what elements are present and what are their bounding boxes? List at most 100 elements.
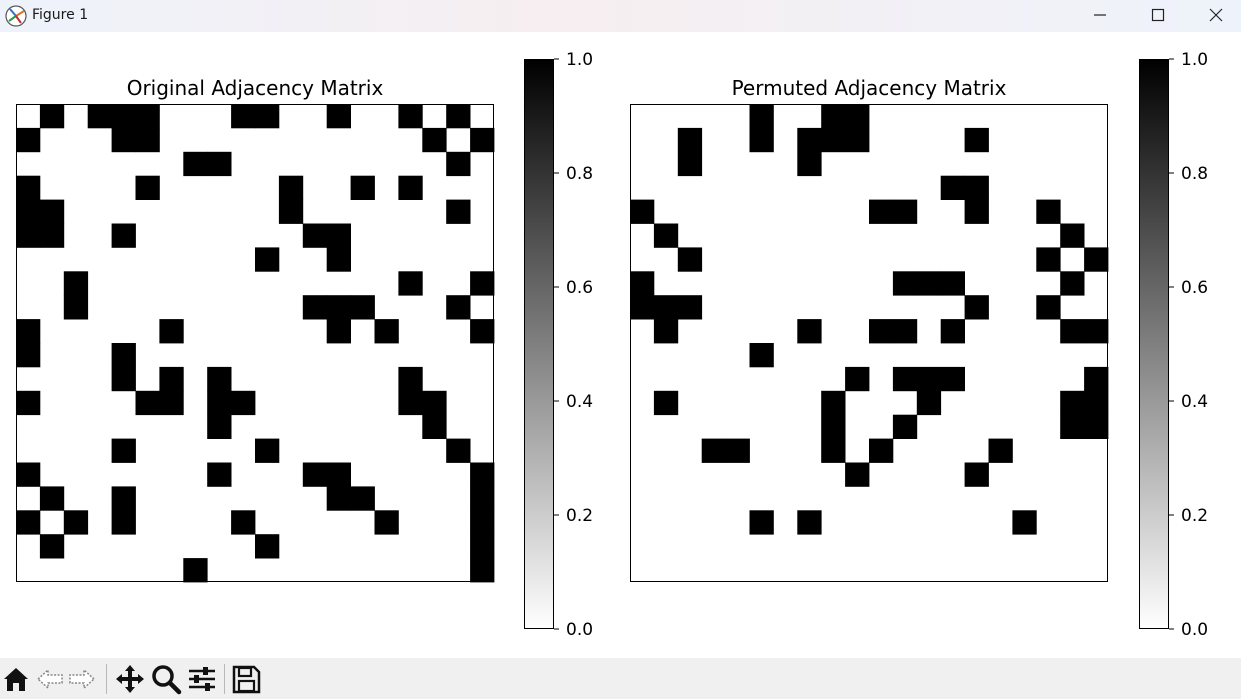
permuted-matrix-plot: Permuted Adjacency Matrix 0.0 0.2 0.4 0.6 0.8… bbox=[630, 50, 1208, 640]
matrix-cell bbox=[677, 247, 703, 272]
matrix-cell bbox=[135, 127, 160, 153]
matrix-cell bbox=[869, 438, 894, 463]
matrix-cell bbox=[16, 319, 41, 344]
matrix-cell bbox=[111, 223, 136, 248]
matrix-cell bbox=[630, 199, 655, 224]
matrix-cell bbox=[1036, 295, 1061, 320]
matrix-cell bbox=[111, 510, 136, 535]
matrix-cell bbox=[398, 104, 423, 129]
matrix-cell bbox=[326, 295, 351, 320]
matrix-cell bbox=[845, 366, 870, 392]
matrix-cell bbox=[677, 295, 703, 320]
matplotlib-app-icon bbox=[5, 5, 27, 27]
matrix-cell bbox=[470, 462, 495, 487]
matrix-cell bbox=[725, 438, 750, 463]
matrix-cell bbox=[677, 151, 703, 177]
figure-svg: Original Adjacency Matrix 0.0 0.2 0.4 0.6 0.8… bbox=[16, 50, 1208, 640]
matrix-cell bbox=[1060, 390, 1085, 416]
figure-canvas[interactable]: Original Adjacency Matrix 0.0 0.2 0.4 0.6 0.8… bbox=[0, 32, 1241, 658]
matrix-cell bbox=[653, 390, 679, 416]
matrix-cell bbox=[964, 199, 989, 224]
matrix-cell bbox=[183, 151, 208, 177]
matrix-cell bbox=[470, 127, 495, 153]
matrix-cell bbox=[231, 390, 256, 416]
configure-subplots-icon bbox=[189, 667, 215, 691]
matrix-cell bbox=[422, 127, 447, 153]
colorbar-tick-label: 0.6 bbox=[1181, 278, 1208, 298]
matrix-cell bbox=[845, 127, 870, 153]
matrix-cell bbox=[630, 295, 655, 320]
matrix-cell bbox=[16, 343, 41, 368]
configure-subplots-button[interactable] bbox=[186, 663, 218, 695]
matrix-cell bbox=[470, 534, 495, 559]
matrix-cell bbox=[749, 343, 774, 368]
maximize-button[interactable] bbox=[1135, 0, 1181, 32]
matrix-cell bbox=[470, 510, 495, 535]
matrix-cell bbox=[1012, 510, 1037, 535]
matrix-cell bbox=[892, 199, 918, 224]
matrix-cell bbox=[326, 223, 351, 248]
back-button[interactable] bbox=[34, 663, 66, 695]
colorbar-tick-label: 0.2 bbox=[1181, 506, 1208, 526]
chart-title: Original Adjacency Matrix bbox=[127, 76, 384, 100]
matrix-cell bbox=[278, 175, 304, 200]
save-icon bbox=[232, 665, 261, 694]
matrix-cell bbox=[964, 462, 989, 487]
matrix-cell bbox=[87, 104, 112, 129]
matrix-cell bbox=[255, 247, 280, 272]
save-button[interactable] bbox=[230, 663, 262, 695]
matrix-cell bbox=[16, 223, 41, 248]
colorbar-tick-label: 0.8 bbox=[566, 164, 593, 184]
matrix-cell bbox=[653, 319, 679, 344]
zoom-button[interactable] bbox=[150, 663, 182, 695]
matrix-cell bbox=[278, 199, 304, 224]
matrix-cell bbox=[63, 271, 89, 296]
matrix-cell bbox=[1084, 414, 1109, 439]
matrix-cell bbox=[677, 127, 703, 153]
matrix-cell bbox=[350, 486, 375, 511]
matrix-cell bbox=[183, 558, 208, 583]
matrix-cell bbox=[111, 104, 136, 129]
matrix-cell bbox=[302, 223, 328, 248]
matrix-cell bbox=[231, 104, 256, 129]
matrix-cell bbox=[797, 127, 822, 153]
matrix-cell bbox=[940, 271, 965, 296]
matrix-cell bbox=[326, 462, 351, 487]
matrix-cell bbox=[159, 390, 184, 416]
matrix-cell bbox=[821, 104, 846, 129]
pan-button[interactable] bbox=[114, 663, 146, 695]
maximize-icon bbox=[1151, 8, 1165, 22]
matrix-cell bbox=[16, 199, 41, 224]
matrix-cell bbox=[39, 486, 65, 511]
colorbar-tick-label: 0.4 bbox=[566, 392, 593, 412]
matrix-cell bbox=[1060, 319, 1085, 344]
matrix-cell bbox=[422, 390, 447, 416]
pan-icon bbox=[116, 665, 144, 693]
matrix-cell bbox=[422, 414, 447, 439]
matrix-cell bbox=[374, 319, 399, 344]
matrix-cell bbox=[302, 295, 328, 320]
matrix-cell bbox=[446, 438, 471, 463]
matrix-cell bbox=[111, 486, 136, 511]
matrix-cell bbox=[63, 510, 89, 535]
matrix-cell bbox=[821, 390, 846, 416]
matrix-cell bbox=[470, 271, 495, 296]
matrix-cell bbox=[1084, 247, 1109, 272]
matrix-cell bbox=[398, 175, 423, 200]
forward-button[interactable] bbox=[66, 663, 98, 695]
matrix-cell bbox=[159, 319, 184, 344]
matrix-cell bbox=[135, 104, 160, 129]
matrix-cell bbox=[398, 271, 423, 296]
home-button[interactable] bbox=[0, 663, 32, 695]
matrix-cell bbox=[446, 151, 471, 177]
minimize-button[interactable] bbox=[1077, 0, 1123, 32]
minimize-icon bbox=[1094, 14, 1106, 16]
matrix-cell bbox=[63, 295, 89, 320]
matrix-cell bbox=[207, 366, 232, 392]
close-button[interactable] bbox=[1193, 0, 1239, 32]
matrix-cell bbox=[1084, 390, 1109, 416]
back-icon bbox=[36, 668, 63, 690]
colorbar bbox=[524, 59, 554, 629]
colorbar-tick-label: 0.0 bbox=[566, 620, 593, 640]
matrix-cell bbox=[892, 271, 918, 296]
